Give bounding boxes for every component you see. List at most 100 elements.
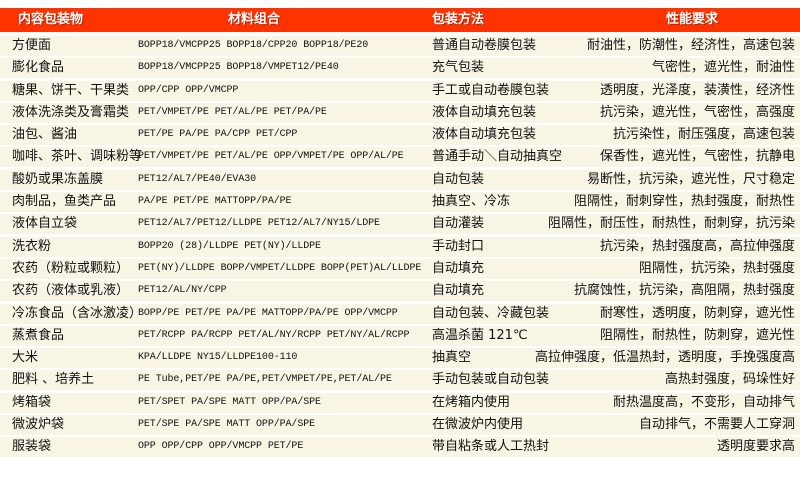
cell-requirements: 阻隔性，抗污染，热封强度 bbox=[638, 260, 795, 276]
cell-method: 自动填充 bbox=[432, 260, 485, 276]
cell-item: 农药（粉粒或颗粒） bbox=[12, 260, 130, 276]
cell-materials: PET/VMPET/PE PET/AL/PE PET/PA/PE bbox=[138, 106, 327, 118]
table-row: 酸奶或果冻盖膜 PET12/AL7/PE40/EVA30 自动包装 易断性，抗污染，遮… bbox=[0, 169, 800, 190]
cell-materials: PET/SPE PA/SPE MATT OPP/PA/SPE bbox=[138, 419, 316, 431]
cell-materials: PET(NY)/LLDPE BOPP/VMPET/LLDPE BOPP(PET)… bbox=[138, 262, 422, 274]
cell-materials: PET/SPET PA/SPE MATT OPP/PA/SPE bbox=[138, 396, 321, 408]
cell-materials: PET12/AL7/PET12/LLDPE PET12/AL7/NY15/LDP… bbox=[138, 218, 380, 230]
cell-item: 烤箱袋 bbox=[12, 394, 52, 410]
cell-requirements: 耐油性，防潮性，经济性，高速包装 bbox=[586, 38, 795, 53]
cell-requirements: 阻隔性，耐压性，耐热性，耐刺穿，抗污染 bbox=[547, 216, 795, 232]
table-row: 糖果、饼干、干果类 OPP/CPP OPP/VMCPP 手工或自动卷膜包装 透明度，光… bbox=[0, 80, 800, 101]
cell-requirements: 耐寒性，透明度，防刺穿，遮光性 bbox=[599, 305, 795, 321]
cell-item: 大米 bbox=[12, 350, 39, 366]
table-row: 服装袋 OPP OPP/CPP OPP/VMCPP PET/PE 带自粘条或人工热封… bbox=[0, 437, 800, 458]
table-row: 肥料 、培养土 PE Tube,PET/PE PA/PE,PET/VMPET/PE… bbox=[0, 370, 800, 391]
cell-requirements: 保香性，遮光性，气密性，抗静电 bbox=[599, 149, 795, 165]
cell-method: 自动包装、冷藏包装 bbox=[432, 305, 550, 321]
cell-item: 糖果、饼干、干果类 bbox=[12, 82, 130, 98]
cell-item: 冷冻食品（含冰激凌） bbox=[12, 305, 143, 321]
table-row: 大米 KPA/LLDPE NY15/LLDPE100-110 抽真空 高拉伸强度，低温… bbox=[0, 348, 800, 369]
cell-item: 方便面 bbox=[12, 38, 52, 53]
cell-requirements: 透明度要求高 bbox=[716, 439, 795, 455]
table-header: 内容包装物 材料组合 包装方法 性能要求 bbox=[0, 8, 800, 32]
cell-materials: PE Tube,PET/PE PA/PE,PET/VMPET/PE,PET/AL… bbox=[138, 374, 392, 386]
cell-materials: BOPP18/VMCPP25 BOPP18/VMPET12/PE40 bbox=[138, 62, 339, 74]
cell-item: 肥料 、培养土 bbox=[12, 372, 95, 388]
table-row: 烤箱袋 PET/SPET PA/SPE MATT OPP/PA/SPE 在烤箱内使用… bbox=[0, 392, 800, 413]
cell-requirements: 气密性，遮光性，耐油性 bbox=[651, 60, 795, 76]
cell-item: 膨化食品 bbox=[12, 60, 65, 76]
cell-requirements: 阻隔性，耐刺穿性，热封强度，耐热性 bbox=[573, 194, 795, 210]
cell-item: 肉制品，鱼类产品 bbox=[12, 194, 117, 210]
cell-materials: OPP OPP/CPP OPP/VMCPP PET/PE bbox=[138, 441, 304, 453]
cell-method: 抽真空、冷冻 bbox=[432, 194, 511, 210]
cell-requirements: 易断性，抗污染，遮光性，尺寸稳定 bbox=[586, 171, 795, 187]
cell-method: 液体自动填充包装 bbox=[432, 127, 537, 143]
cell-materials: PA/PE PET/PE MATTOPP/PA/PE bbox=[138, 196, 292, 208]
table-row: 方便面 BOPP18/VMCPP25 BOPP18/CPP20 BOPP18/PE… bbox=[0, 36, 800, 56]
cell-item: 液体洗涤类及膏霜类 bbox=[12, 104, 130, 120]
cell-requirements: 抗腐蚀性，抗污染，高阻隔，热封强度 bbox=[573, 283, 795, 299]
cell-materials: PET12/AL/NY/CPP bbox=[138, 285, 227, 297]
header-method: 包装方法 bbox=[432, 12, 485, 27]
cell-item: 油包、酱油 bbox=[12, 127, 78, 143]
cell-materials: BOPP/PE PET/PE PA/PE MATTOPP/PA/PE OPP/V… bbox=[138, 307, 398, 319]
cell-item: 液体自立袋 bbox=[12, 216, 78, 232]
cell-requirements: 透明度，光泽度，装潢性，经济性 bbox=[599, 82, 795, 98]
cell-materials: BOPP18/VMCPP25 BOPP18/CPP20 BOPP18/PE20 bbox=[138, 40, 369, 51]
table-row: 油包、酱油 PET/PE PA/PE PA/CPP PET/CPP 液体自动填充包装… bbox=[0, 125, 800, 146]
cell-item: 咖啡、茶叶、调味粉等 bbox=[12, 149, 143, 165]
cell-requirements: 自动排气，不需要人工穿洞 bbox=[638, 417, 795, 433]
cell-requirements: 高拉伸强度，低温热封，透明度，手挽强度高 bbox=[534, 350, 795, 366]
table-row: 膨化食品 BOPP18/VMCPP25 BOPP18/VMPET12/PE40 充气… bbox=[0, 58, 800, 79]
cell-materials: PET12/AL7/PE40/EVA30 bbox=[138, 173, 257, 185]
table-row: 咖啡、茶叶、调味粉等 PET/VMPET/PE PET/AL/PE OPP/VMP… bbox=[0, 147, 800, 168]
cell-materials: OPP/CPP OPP/VMCPP bbox=[138, 84, 239, 96]
cell-method: 在微波炉内使用 bbox=[432, 417, 524, 433]
table-row: 农药（液体或乳液） PET12/AL/NY/CPP 自动填充 抗腐蚀性，抗污染，高阻隔… bbox=[0, 281, 800, 302]
table-row: 液体洗涤类及膏霜类 PET/VMPET/PE PET/AL/PE PET/PA/P… bbox=[0, 102, 800, 123]
cell-requirements: 阻隔性，耐热性，防刺穿，遮光性 bbox=[599, 327, 795, 343]
header-item: 内容包装物 bbox=[18, 12, 84, 27]
cell-method: 普通手动＼自动抽真空 bbox=[432, 149, 563, 165]
cell-method: 手动封口 bbox=[432, 238, 485, 254]
table-row: 农药（粉粒或颗粒） PET(NY)/LLDPE BOPP/VMPET/LLDPE … bbox=[0, 258, 800, 279]
cell-materials: PET/PE PA/PE PA/CPP PET/CPP bbox=[138, 129, 298, 141]
cell-item: 微波炉袋 bbox=[12, 417, 65, 433]
cell-method: 充气包装 bbox=[432, 60, 485, 76]
table-row: 液体自立袋 PET12/AL7/PET12/LLDPE PET12/AL7/NY1… bbox=[0, 214, 800, 235]
cell-requirements: 抗污染，热封强度高，高拉伸强度 bbox=[599, 238, 795, 254]
cell-item: 酸奶或果冻盖膜 bbox=[12, 171, 104, 187]
cell-requirements: 高热封强度，码垛性好 bbox=[664, 372, 795, 388]
cell-method: 自动包装 bbox=[432, 171, 485, 187]
table-row: 蒸煮食品 PET/RCPP PA/RCPP PET/AL/NY/RCPP PET/… bbox=[0, 325, 800, 346]
cell-materials: BOPP20 (28)/LLDPE PET(NY)/LLDPE bbox=[138, 240, 321, 252]
table-row: 肉制品，鱼类产品 PA/PE PET/PE MATTOPP/PA/PE 抽真空、冷冻… bbox=[0, 192, 800, 213]
cell-method: 手工或自动卷膜包装 bbox=[432, 82, 550, 98]
table-body: 方便面 BOPP18/VMCPP25 BOPP18/CPP20 BOPP18/PE… bbox=[0, 36, 800, 460]
cell-requirements: 耐热温度高，不变形，自动排气 bbox=[612, 394, 795, 410]
cell-method: 液体自动填充包装 bbox=[432, 104, 537, 120]
cell-item: 蒸煮食品 bbox=[12, 327, 65, 343]
cell-requirements: 抗污染性，耐压强度，高速包装 bbox=[612, 127, 795, 143]
cell-method: 抽真空 bbox=[432, 350, 472, 366]
cell-materials: KPA/LLDPE NY15/LLDPE100-110 bbox=[138, 352, 298, 364]
cell-method: 高温杀菌 121℃ bbox=[432, 327, 528, 343]
header-requirements: 性能要求 bbox=[666, 12, 719, 27]
cell-method: 在烤箱内使用 bbox=[432, 394, 511, 410]
cell-item: 服装袋 bbox=[12, 439, 52, 455]
cell-materials: PET/RCPP PA/RCPP PET/AL/NY/RCPP PET/NY/A… bbox=[138, 329, 410, 341]
cell-method: 自动灌装 bbox=[432, 216, 485, 232]
cell-requirements: 抗污染，遮光性，气密性，高强度 bbox=[599, 104, 795, 120]
cell-method: 自动填充 bbox=[432, 283, 485, 299]
cell-item: 农药（液体或乳液） bbox=[12, 283, 130, 299]
header-materials: 材料组合 bbox=[228, 12, 281, 27]
cell-method: 手动包装或自动包装 bbox=[432, 372, 550, 388]
cell-materials: PET/VMPET/PE PET/AL/PE OPP/VMPET/PE OPP/… bbox=[138, 151, 404, 163]
cell-method: 带自粘条或人工热封 bbox=[432, 439, 550, 455]
cell-method: 普通自动卷膜包装 bbox=[432, 38, 537, 53]
table-row: 冷冻食品（含冰激凌） BOPP/PE PET/PE PA/PE MATTOPP/P… bbox=[0, 303, 800, 324]
table-row: 微波炉袋 PET/SPE PA/SPE MATT OPP/PA/SPE 在微波炉内使… bbox=[0, 415, 800, 436]
cell-item: 洗衣粉 bbox=[12, 238, 52, 254]
